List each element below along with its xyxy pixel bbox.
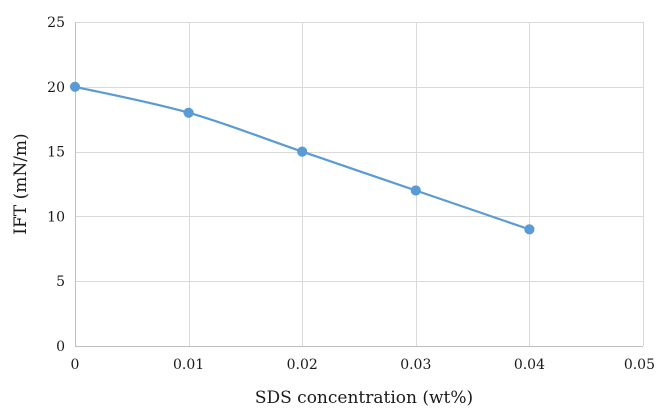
- y-tick-label: 25: [47, 15, 65, 31]
- data-point: [183, 107, 194, 118]
- axes: [75, 22, 643, 347]
- y-tick-label: 10: [47, 209, 65, 225]
- data-point: [297, 146, 308, 157]
- x-tick-label: 0.03: [400, 357, 431, 373]
- data-point: [69, 81, 81, 92]
- y-tick-label: 15: [47, 145, 65, 161]
- y-tick-label: 5: [56, 274, 65, 290]
- x-tick-label: 0: [71, 357, 80, 373]
- data-point: [410, 185, 421, 196]
- grid-lines: [75, 22, 644, 346]
- y-tick-label: 20: [47, 80, 65, 96]
- x-tick-label: 0.01: [173, 357, 204, 373]
- x-tick-label: 0.04: [514, 357, 545, 373]
- x-tick-label: 0.05: [624, 357, 655, 373]
- data-point: [524, 224, 535, 235]
- tick-labels: 0 5 10 15 20 25 0 0.01 0.02 0.03 0.04 0.05: [47, 15, 655, 373]
- series-layer: [69, 81, 535, 235]
- x-axis-title: SDS concentration (wt%): [255, 388, 473, 408]
- x-tick-label: 0.02: [287, 357, 318, 373]
- y-tick-label: 0: [56, 339, 65, 355]
- y-axis-title: IFT (mN/m): [11, 133, 31, 234]
